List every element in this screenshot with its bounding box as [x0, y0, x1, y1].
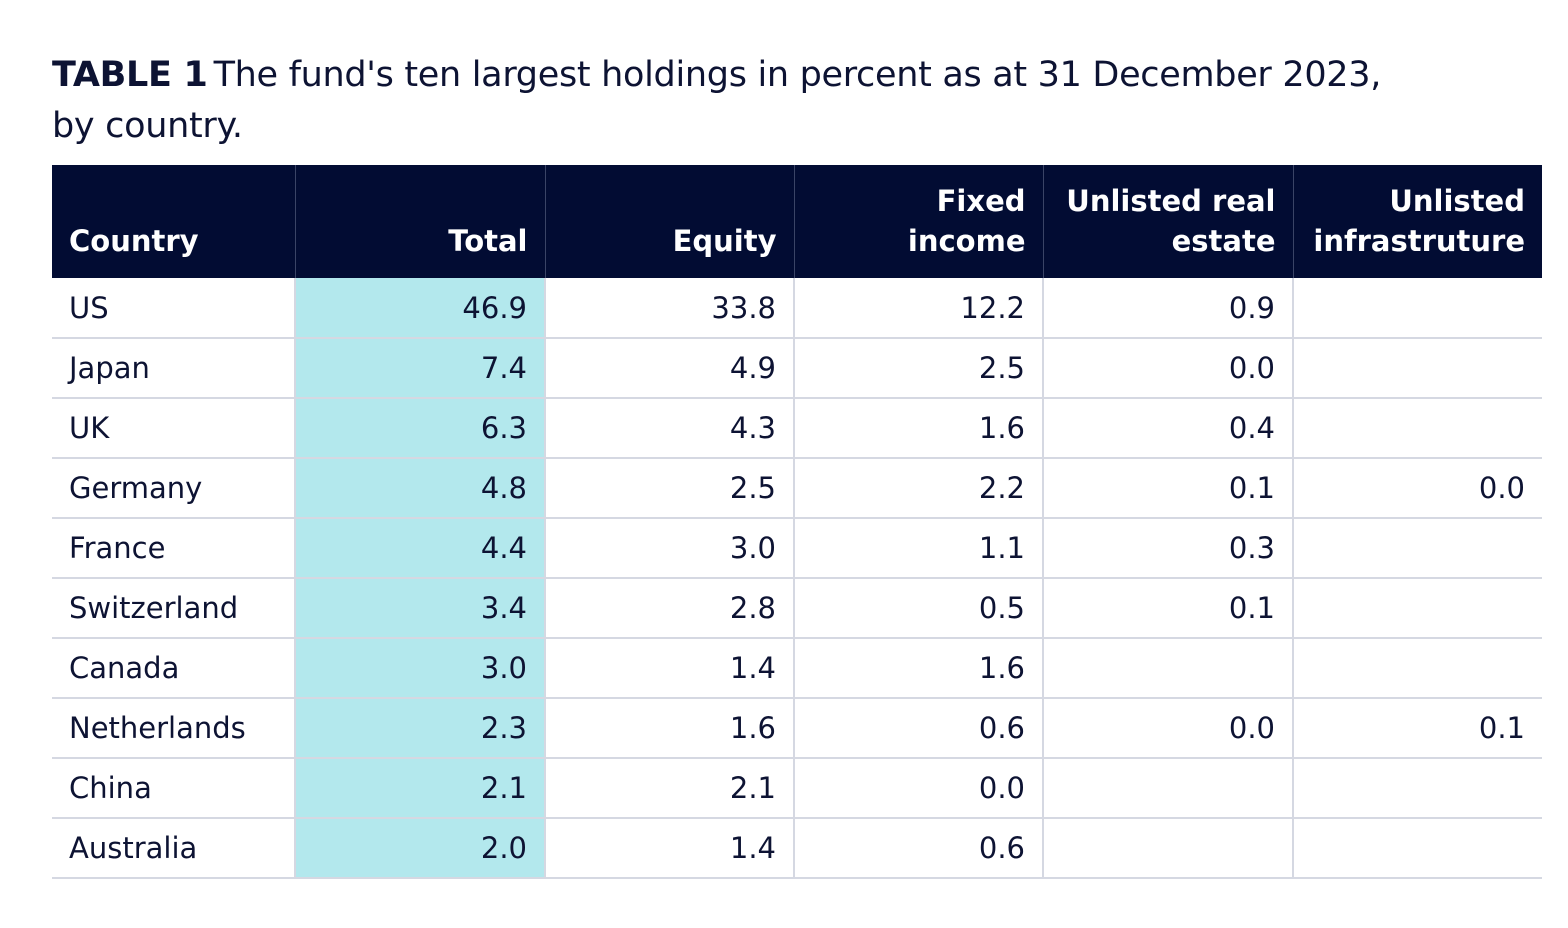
table-row: UK 6.3 4.3 1.6 0.4	[52, 398, 1542, 459]
fixed-income-cell: 0.6	[793, 818, 1043, 879]
table-caption-label: TABLE 1	[52, 55, 208, 95]
unlisted-infrastructure-cell	[1292, 278, 1542, 339]
equity-cell: 1.4	[544, 818, 794, 879]
total-cell: 7.4	[294, 338, 545, 399]
fixed-income-cell: 1.1	[793, 518, 1043, 579]
fixed-income-cell: 12.2	[793, 278, 1043, 339]
fixed-income-cell: 0.6	[793, 698, 1043, 759]
fixed-income-cell: 2.2	[793, 458, 1043, 519]
equity-cell: 1.6	[544, 698, 794, 759]
table-row: Germany 4.8 2.5 2.2 0.1 0.0	[52, 458, 1542, 519]
unlisted-real-estate-cell: 0.3	[1042, 518, 1293, 579]
equity-cell: 4.3	[544, 398, 794, 459]
total-cell: 4.8	[294, 458, 545, 519]
country-cell: UK	[52, 398, 295, 459]
country-cell: Canada	[52, 638, 295, 699]
fixed-income-cell: 1.6	[793, 638, 1043, 699]
country-cell: France	[52, 518, 295, 579]
unlisted-infrastructure-cell	[1292, 758, 1542, 819]
table-body: US 46.9 33.8 12.2 0.9 Japan 7.4 4.9 2.5 0.0 UK 6.3 4…	[52, 278, 1542, 879]
fixed-income-cell: 1.6	[793, 398, 1043, 459]
unlisted-infrastructure-cell: 0.1	[1292, 698, 1542, 759]
fixed-income-cell: 0.5	[793, 578, 1043, 639]
equity-cell: 4.9	[544, 338, 794, 399]
unlisted-infrastructure-cell	[1292, 638, 1542, 699]
header-country: Country	[69, 224, 199, 258]
country-cell: Japan	[52, 338, 295, 399]
header-unlisted-real-estate: Unlisted real estate	[1042, 165, 1293, 278]
total-cell: 4.4	[294, 518, 545, 579]
country-cell: Australia	[52, 818, 295, 879]
equity-cell: 2.8	[544, 578, 794, 639]
total-cell: 6.3	[294, 398, 545, 459]
total-cell: 3.4	[294, 578, 545, 639]
unlisted-real-estate-cell: 0.1	[1042, 458, 1293, 519]
header-row: Country Total Equity Fixed income Unlist…	[52, 165, 1542, 278]
table-row: France 4.4 3.0 1.1 0.3	[52, 518, 1542, 579]
total-cell: 2.0	[294, 818, 545, 879]
equity-cell: 2.5	[544, 458, 794, 519]
header-unlisted-infrastructure: Unlisted infrastruture	[1292, 165, 1542, 278]
unlisted-real-estate-cell	[1042, 818, 1293, 879]
header-total: Total	[294, 165, 545, 278]
unlisted-infrastructure-cell	[1292, 818, 1542, 879]
total-cell: 46.9	[294, 278, 545, 339]
holdings-table: Country Total Equity Fixed income Unlist…	[52, 165, 1542, 879]
unlisted-infrastructure-cell	[1292, 398, 1542, 459]
unlisted-infrastructure-cell	[1292, 518, 1542, 579]
table-caption: TABLE 1 The fund's ten largest holdings i…	[52, 50, 1432, 152]
country-cell: China	[52, 758, 295, 819]
equity-cell: 3.0	[544, 518, 794, 579]
header-equity: Equity	[544, 165, 794, 278]
unlisted-infrastructure-cell	[1292, 578, 1542, 639]
table-row: US 46.9 33.8 12.2 0.9	[52, 278, 1542, 339]
table-caption-text: The fund's ten largest holdings in perce…	[52, 55, 1382, 146]
country-cell: Germany	[52, 458, 295, 519]
total-cell: 3.0	[294, 638, 545, 699]
unlisted-infrastructure-cell: 0.0	[1292, 458, 1542, 519]
table-row: Netherlands 2.3 1.6 0.6 0.0 0.1	[52, 698, 1542, 759]
table-row: China 2.1 2.1 0.0	[52, 758, 1542, 819]
unlisted-infrastructure-cell	[1292, 338, 1542, 399]
table-row: Australia 2.0 1.4 0.6	[52, 818, 1542, 879]
country-cell: US	[52, 278, 295, 339]
unlisted-real-estate-cell: 0.1	[1042, 578, 1293, 639]
fixed-income-cell: 2.5	[793, 338, 1043, 399]
table-row: Switzerland 3.4 2.8 0.5 0.1	[52, 578, 1542, 639]
unlisted-real-estate-cell: 0.4	[1042, 398, 1293, 459]
table-row: Japan 7.4 4.9 2.5 0.0	[52, 338, 1542, 399]
table-header: Country Total Equity Fixed income Unlist…	[52, 165, 1542, 278]
equity-cell: 33.8	[544, 278, 794, 339]
unlisted-real-estate-cell	[1042, 758, 1293, 819]
header-fixed-income: Fixed income	[793, 165, 1043, 278]
table-row: Canada 3.0 1.4 1.6	[52, 638, 1542, 699]
unlisted-real-estate-cell: 0.9	[1042, 278, 1293, 339]
country-cell: Switzerland	[52, 578, 295, 639]
fixed-income-cell: 0.0	[793, 758, 1043, 819]
equity-cell: 2.1	[544, 758, 794, 819]
total-cell: 2.3	[294, 698, 545, 759]
unlisted-real-estate-cell: 0.0	[1042, 338, 1293, 399]
total-cell: 2.1	[294, 758, 545, 819]
country-cell: Netherlands	[52, 698, 295, 759]
unlisted-real-estate-cell: 0.0	[1042, 698, 1293, 759]
unlisted-real-estate-cell	[1042, 638, 1293, 699]
equity-cell: 1.4	[544, 638, 794, 699]
